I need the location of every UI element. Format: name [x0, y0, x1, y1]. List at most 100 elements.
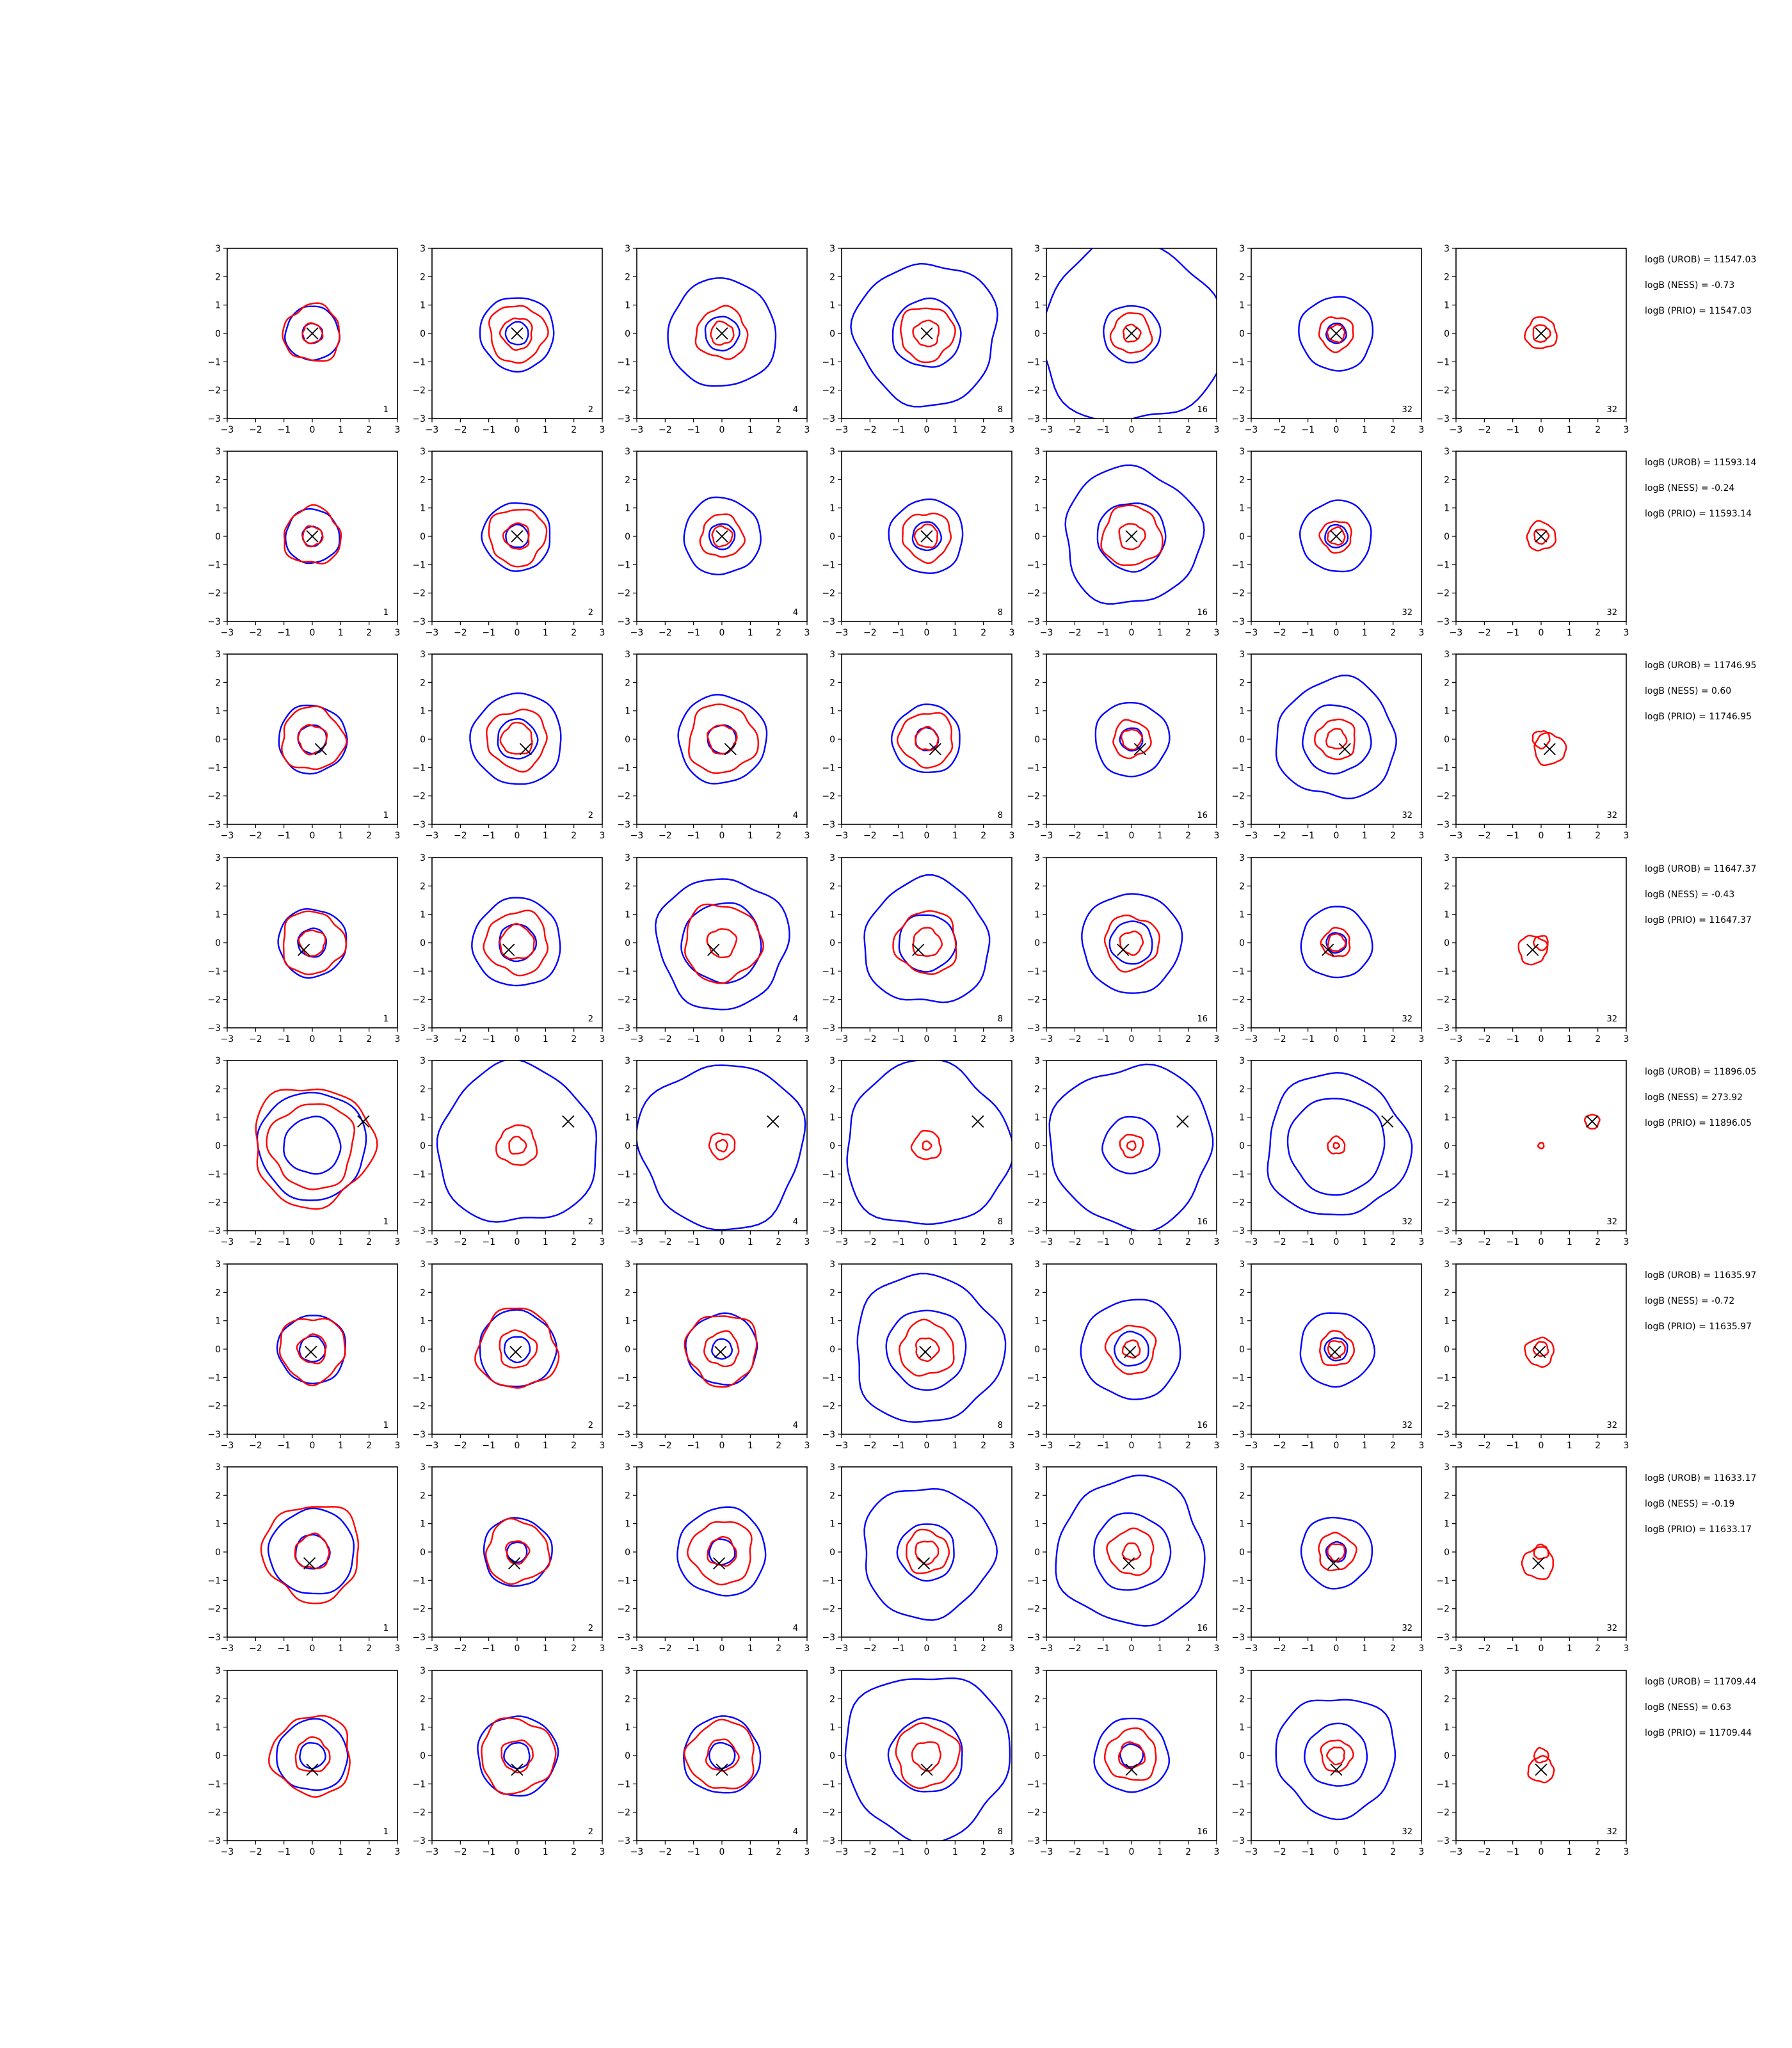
x-tick-label: −2	[249, 425, 262, 435]
x-tick-label: 0	[924, 1237, 930, 1247]
red-contour	[900, 307, 956, 364]
x-tick-label: 1	[952, 1847, 958, 1857]
red-contour	[1118, 1741, 1146, 1770]
x-tick-label: 0	[719, 1847, 725, 1857]
y-tick-label: 2	[215, 272, 221, 282]
x-tick-label: 0	[1539, 831, 1544, 841]
y-tick-label: −3	[1027, 1430, 1040, 1440]
y-tick-label: 1	[215, 1519, 221, 1530]
panel-r8-c6: −3−3 −2 −2 −1 −1 0 0 1 1 2 2 3 3 32	[1231, 1666, 1424, 1857]
blue-contour	[1275, 675, 1397, 799]
x-tick-label: 3	[1214, 831, 1220, 841]
panel-r6-c6: −3−3 −2 −2 −1 −1 0 0 1 1 2 2 3 3 32	[1231, 1260, 1424, 1451]
y-tick-label: 0	[1239, 329, 1245, 339]
y-tick-label: 2	[215, 1694, 221, 1704]
x-marker	[303, 1557, 316, 1570]
x-tick-label: 3	[1624, 1237, 1629, 1247]
contour-layer	[436, 1060, 598, 1223]
blue-contour	[1325, 932, 1347, 954]
y-tick-label: −1	[207, 357, 221, 367]
y-tick-label: −1	[822, 1779, 835, 1789]
y-tick-label: −3	[1231, 1430, 1245, 1440]
axes-frame	[1455, 653, 1627, 825]
x-tick-label: −1	[687, 831, 700, 841]
y-tick-label: 3	[1239, 1056, 1245, 1066]
panel-number-label: 16	[1197, 1624, 1208, 1633]
y-tick-label: 1	[1444, 1723, 1450, 1733]
red-contour	[301, 322, 324, 344]
x-marker	[502, 943, 515, 956]
contour-layer	[477, 1715, 559, 1797]
x-tick-label: 0	[1129, 1034, 1135, 1044]
contour-layer	[1046, 248, 1217, 419]
x-tick-label: 0	[1334, 1034, 1340, 1044]
panel-r5-c6: −3−3 −2 −2 −1 −1 0 0 1 1 2 2 3 3 32	[1231, 1056, 1424, 1247]
panel-number-label: 1	[383, 1624, 388, 1633]
y-tick-label: 2	[625, 1491, 630, 1501]
x-tick-label: 1	[1362, 1644, 1368, 1654]
x-marker	[1543, 742, 1556, 756]
panel-number-label: 32	[1606, 608, 1617, 618]
x-tick-label: 3	[1624, 1034, 1629, 1044]
red-contour	[705, 1738, 740, 1772]
x-tick-label: −2	[863, 1847, 877, 1857]
blue-contour	[863, 1488, 998, 1621]
y-tick-label: 0	[1034, 532, 1040, 542]
x-tick-label: −3	[835, 1847, 849, 1857]
y-tick-label: 1	[625, 1113, 630, 1123]
x-tick-label: 3	[1009, 1441, 1015, 1451]
x-marker	[1133, 742, 1146, 756]
y-tick-label: −1	[1436, 763, 1450, 773]
x-tick-label: 1	[952, 628, 958, 638]
panel-r3-c4: −3−3 −2 −2 −1 −1 0 0 1 1 2 2 3 3 8	[822, 650, 1014, 841]
y-tick-label: 2	[625, 272, 630, 282]
y-tick-label: −3	[1436, 1633, 1450, 1643]
x-tick-label: 1	[1362, 1034, 1368, 1044]
y-tick-label: 1	[1239, 504, 1245, 514]
y-tick-label: 0	[829, 938, 835, 948]
panel-number-label: 4	[793, 1624, 798, 1633]
x-tick-label: 3	[600, 1847, 605, 1857]
y-tick-label: 1	[625, 1723, 630, 1733]
y-tick-label: −3	[1027, 1633, 1040, 1643]
y-tick-label: 1	[1444, 504, 1450, 514]
blue-contour	[1055, 1474, 1206, 1627]
red-contour	[483, 909, 549, 977]
red-contour	[1526, 520, 1557, 552]
y-tick-label: 1	[215, 1316, 221, 1327]
y-tick-label: −1	[412, 1576, 426, 1586]
y-tick-label: 0	[1034, 735, 1040, 745]
y-tick-label: 2	[625, 1694, 630, 1704]
contour-layer	[1527, 1747, 1555, 1784]
logb-annotation: logB (UROB) = 11709.44	[1645, 1677, 1756, 1687]
contour-layer	[1275, 675, 1397, 799]
y-tick-label: −1	[1231, 357, 1245, 367]
y-tick-label: −3	[1231, 1023, 1245, 1034]
x-tick-label: 1	[1567, 628, 1572, 638]
y-tick-label: −3	[207, 1226, 221, 1236]
axes-frame	[1251, 1466, 1422, 1638]
x-tick-label: 3	[1624, 425, 1629, 435]
red-contour	[1533, 529, 1550, 545]
y-tick-label: −1	[617, 1373, 630, 1383]
red-contour	[1126, 1140, 1137, 1151]
x-tick-label: −1	[892, 1237, 905, 1247]
y-tick-label: 0	[215, 532, 221, 542]
x-tick-label: 3	[600, 1034, 605, 1044]
contour-layer	[479, 297, 555, 373]
x-tick-label: 2	[980, 1034, 986, 1044]
x-tick-label: −1	[1096, 1441, 1110, 1451]
contour-layer	[474, 1308, 560, 1389]
y-tick-label: 3	[420, 1462, 426, 1473]
y-tick-label: 0	[1034, 1751, 1040, 1761]
blue-contour	[481, 502, 551, 572]
y-tick-label: 2	[1239, 1491, 1245, 1501]
y-tick-label: 1	[420, 910, 426, 920]
x-tick-label: 1	[338, 1847, 344, 1857]
y-tick-label: 3	[829, 447, 835, 457]
y-tick-label: 3	[1239, 650, 1245, 660]
y-tick-label: 3	[420, 1056, 426, 1066]
